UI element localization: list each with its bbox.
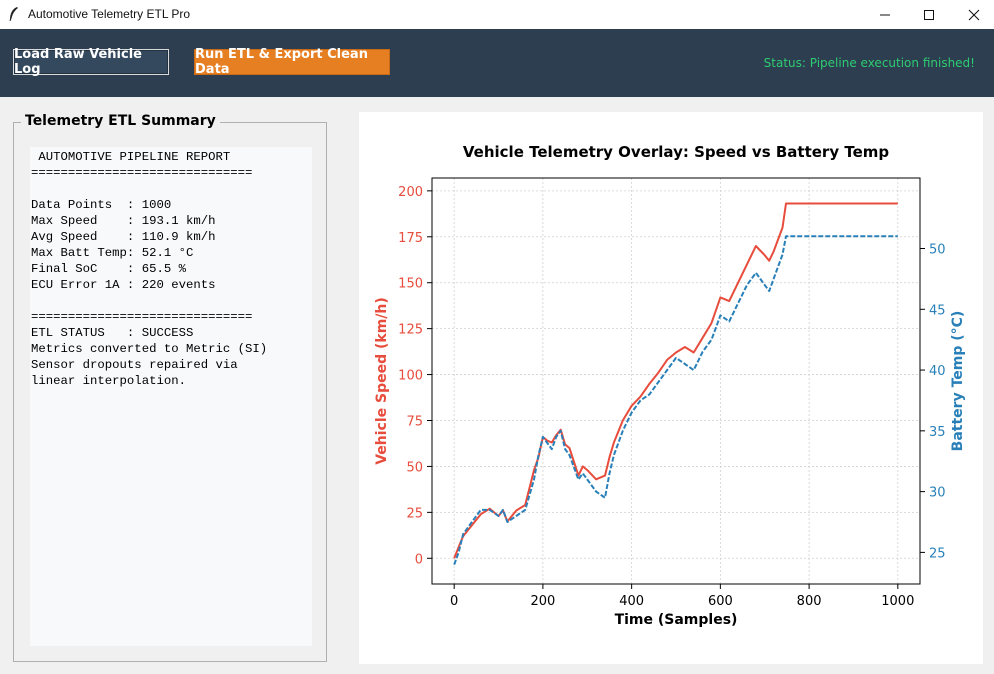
report-line <box>31 181 312 197</box>
load-log-button[interactable]: Load Raw Vehicle Log <box>13 47 169 77</box>
x-tick-label: 400 <box>619 594 644 609</box>
x-tick-label: 200 <box>530 594 555 609</box>
y-tick-label: 25 <box>406 506 423 521</box>
report-line: Sensor dropouts repaired via <box>31 358 238 372</box>
y-right-tick-label: 40 <box>929 364 946 379</box>
minimize-icon <box>880 14 890 15</box>
feather-icon <box>7 6 21 22</box>
window-title: Automotive Telemetry ETL Pro <box>28 7 191 21</box>
y-tick-label: 75 <box>406 414 423 429</box>
battery-temp-series-line <box>453 235 898 565</box>
y-tick-label: 175 <box>398 231 423 246</box>
telemetry-chart: 0 200 400 600 800 1000 0 25 50 75 100 125 150 175 200 2… <box>374 143 966 628</box>
y-right-tick-label: 45 <box>929 303 946 318</box>
y-tick-label: 0 <box>415 552 423 567</box>
y-axis-label: Vehicle Speed (km/h) <box>374 297 390 465</box>
y-right-tick-label: 25 <box>929 546 946 561</box>
y-tick-label: 100 <box>398 369 423 384</box>
report-text[interactable]: AUTOMOTIVE PIPELINE REPORT ==============… <box>30 147 312 646</box>
report-line: ============================== <box>31 166 253 180</box>
y-right-tick-label: 30 <box>929 486 946 501</box>
report-line: Data Points : 1000 <box>31 198 172 212</box>
report-line: Avg Speed : 110.9 km/h <box>31 230 216 244</box>
plot-frame <box>431 177 921 585</box>
x-tick-label: 1000 <box>881 594 914 609</box>
run-etl-button[interactable]: Run ETL & Export Clean Data <box>194 47 390 77</box>
chart-title: Vehicle Telemetry Overlay: Speed vs Batt… <box>463 143 889 161</box>
report-line <box>31 293 312 309</box>
x-tick-label: 800 <box>797 594 822 609</box>
report-line: linear interpolation. <box>31 374 186 388</box>
report-line: AUTOMOTIVE PIPELINE REPORT <box>31 150 231 164</box>
close-button[interactable] <box>951 0 994 29</box>
y-right-tick-label: 35 <box>929 425 946 440</box>
y-right-axis-label: Battery Temp (°C) <box>950 311 966 452</box>
x-tick-label: 0 <box>450 594 458 609</box>
report-line: Max Speed : 193.1 km/h <box>31 214 216 228</box>
minimize-button[interactable] <box>862 0 908 29</box>
maximize-icon <box>924 9 934 20</box>
y-tick-label: 125 <box>398 323 423 338</box>
speed-series-line <box>453 202 898 559</box>
report-line: ETL STATUS : SUCCESS <box>31 326 194 340</box>
report-line: ECU Error 1A : 220 events <box>31 278 216 292</box>
y-tick-label: 150 <box>398 277 423 292</box>
x-tick-label: 600 <box>708 594 733 609</box>
chart-panel: 0 200 400 600 800 1000 0 25 50 75 100 125 150 175 200 2… <box>359 112 983 664</box>
close-icon <box>968 9 980 20</box>
report-line: ============================== <box>31 310 253 324</box>
y-tick-label: 50 <box>406 460 423 475</box>
y-tick-label: 200 <box>398 185 423 200</box>
maximize-button[interactable] <box>906 0 952 29</box>
report-line: Max Batt Temp: 52.1 °C <box>31 246 194 260</box>
x-axis-label: Time (Samples) <box>615 612 738 628</box>
summary-group-title: Telemetry ETL Summary <box>21 113 220 129</box>
report-line: Final SoC : 65.5 % <box>31 262 186 276</box>
status-text: Status: Pipeline execution finished! <box>763 56 975 70</box>
y-right-tick-label: 50 <box>929 243 946 258</box>
title-bar: Automotive Telemetry ETL Pro <box>0 0 994 29</box>
report-line: Metrics converted to Metric (SI) <box>31 342 268 356</box>
